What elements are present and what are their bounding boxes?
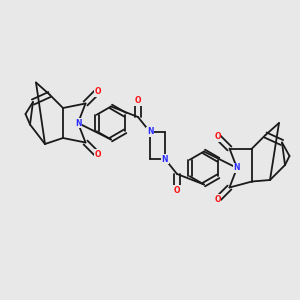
Text: N: N <box>234 164 240 172</box>
Text: N: N <box>162 154 168 164</box>
Text: O: O <box>135 96 141 105</box>
Text: N: N <box>147 128 153 136</box>
Text: N: N <box>75 118 81 127</box>
Text: O: O <box>214 132 221 141</box>
Text: O: O <box>94 150 101 159</box>
Text: O: O <box>214 195 221 204</box>
Text: O: O <box>94 87 101 96</box>
Text: O: O <box>174 186 180 195</box>
